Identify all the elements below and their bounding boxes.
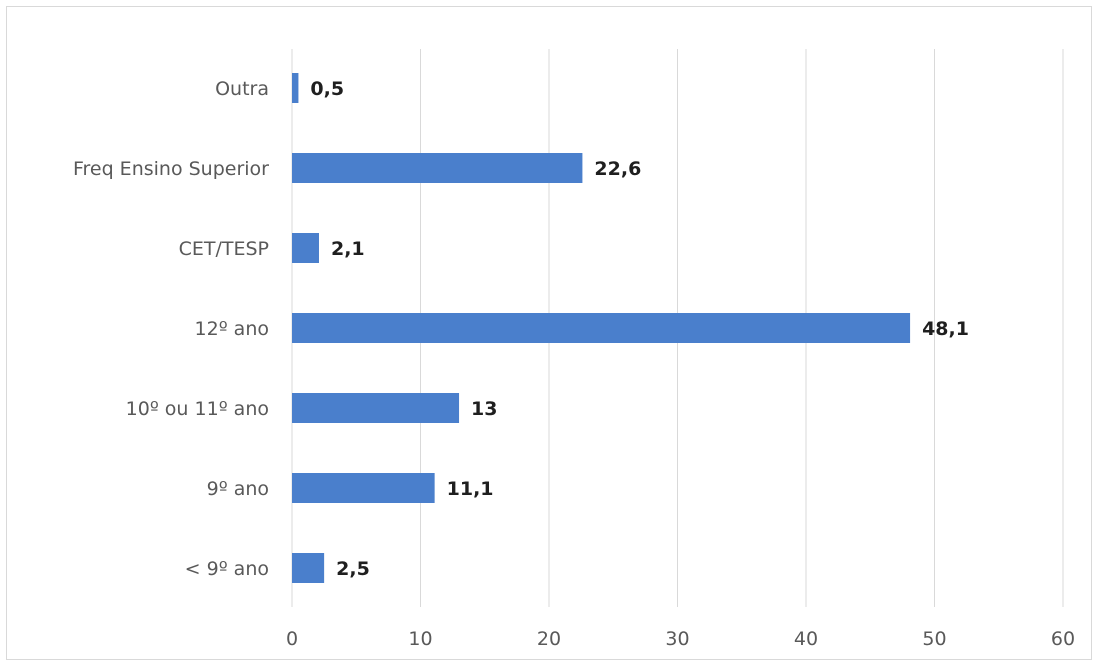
data-label: 0,5 <box>310 78 344 100</box>
data-labels: 0,5 22,6 2,1 48,1 13 11,1 2,5 <box>310 78 969 580</box>
category-labels: Outra Freq Ensino Superior CET/TESP 12º ano… <box>73 78 269 580</box>
category-label: Outra <box>215 78 269 100</box>
x-tick-label: 40 <box>794 628 818 650</box>
x-axis-ticks: 0 10 20 30 40 50 60 <box>286 628 1075 650</box>
data-label: 13 <box>471 398 497 420</box>
x-tick-label: 50 <box>922 628 946 650</box>
category-label: 9º ano <box>207 478 269 500</box>
bar <box>292 153 583 183</box>
bar <box>292 73 299 103</box>
bar-chart: Outra Freq Ensino Superior CET/TESP 12º ano… <box>73 49 1075 650</box>
category-label: 10º ou 11º ano <box>126 398 269 420</box>
bar <box>292 233 319 263</box>
x-tick-label: 20 <box>537 628 561 650</box>
data-label: 2,1 <box>331 238 365 260</box>
bars <box>292 73 911 583</box>
x-tick-label: 30 <box>665 628 689 650</box>
bar <box>292 313 911 343</box>
chart-frame: Outra Freq Ensino Superior CET/TESP 12º ano… <box>6 6 1092 660</box>
data-label: 48,1 <box>922 318 969 340</box>
x-tick-label: 10 <box>408 628 432 650</box>
data-label: 22,6 <box>594 158 641 180</box>
bar <box>292 393 460 423</box>
bar <box>292 553 325 583</box>
x-tick-label: 60 <box>1051 628 1075 650</box>
data-label: 2,5 <box>336 558 370 580</box>
x-tick-label: 0 <box>286 628 298 650</box>
category-label: 12º ano <box>195 318 269 340</box>
category-label: < 9º ano <box>185 558 269 580</box>
data-label: 11,1 <box>447 478 494 500</box>
category-label: Freq Ensino Superior <box>73 158 269 180</box>
category-label: CET/TESP <box>179 238 269 260</box>
bar <box>292 473 435 503</box>
